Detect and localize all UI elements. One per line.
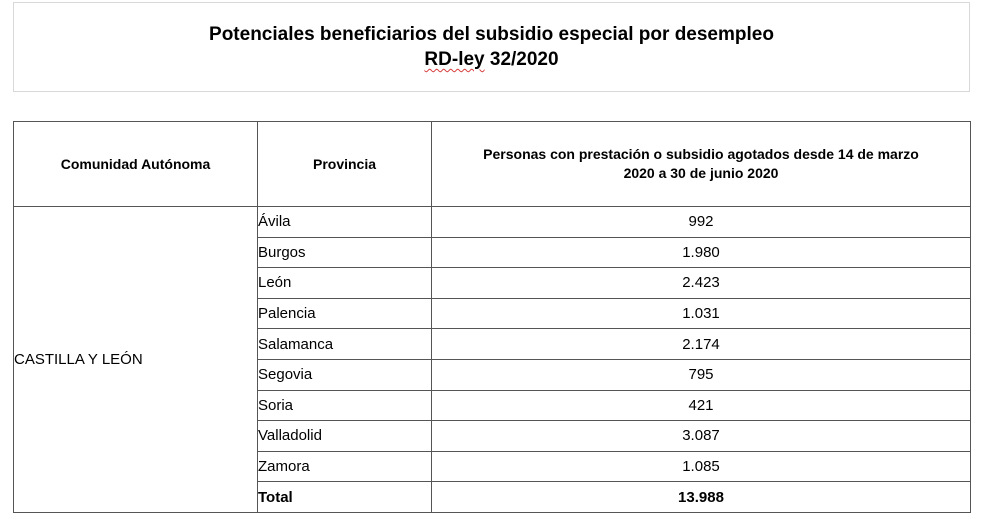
title-law-abbrev: RD-ley bbox=[424, 49, 485, 70]
province-cell: Zamora bbox=[257, 450, 432, 483]
table-row: Salamanca 2.174 bbox=[14, 328, 971, 360]
header-province: Provincia bbox=[257, 121, 432, 207]
total-value: 13.988 bbox=[431, 481, 971, 513]
value-cell: 2.423 bbox=[431, 267, 971, 299]
province-cell: Salamanca bbox=[257, 328, 432, 360]
province-cell: Segovia bbox=[257, 358, 432, 391]
table-row: Valladolid 3.087 bbox=[14, 420, 971, 452]
province-cell: Palencia bbox=[257, 297, 432, 330]
total-row: Total 13.988 bbox=[14, 481, 971, 513]
value-cell: 421 bbox=[431, 389, 971, 422]
title-subtitle: RD-ley 32/2020 bbox=[14, 48, 969, 71]
table-row: CASTILLA Y LEÓN Ávila 992 bbox=[13, 206, 971, 513]
table-row: Zamora 1.085 bbox=[14, 450, 971, 483]
province-cell: Soria bbox=[257, 389, 432, 422]
title-law-number: 32/2020 bbox=[484, 49, 559, 70]
table-row: Segovia 795 bbox=[14, 358, 971, 391]
province-cell: Valladolid bbox=[257, 420, 432, 452]
value-cell: 1.031 bbox=[431, 297, 971, 330]
beneficiaries-table: Comunidad Autónoma Provincia Personas co… bbox=[13, 121, 971, 513]
header-persons-line2: 2020 a 30 de junio 2020 bbox=[623, 165, 779, 181]
value-cell: 2.174 bbox=[431, 328, 971, 360]
value-cell: 795 bbox=[431, 358, 971, 391]
value-cell: 992 bbox=[431, 206, 971, 238]
community-cell: CASTILLA Y LEÓN bbox=[13, 206, 258, 513]
header-persons: Personas con prestación o subsidio agota… bbox=[431, 121, 971, 207]
table-row: Palencia 1.031 bbox=[14, 297, 971, 330]
header-community: Comunidad Autónoma bbox=[13, 121, 258, 207]
table-row: Soria 421 bbox=[14, 389, 971, 422]
province-cell: Ávila bbox=[257, 206, 432, 238]
province-cell: Burgos bbox=[257, 236, 432, 269]
value-cell: 3.087 bbox=[431, 420, 971, 452]
header-persons-line1: Personas con prestación o subsidio agota… bbox=[483, 146, 919, 162]
table-header-row: Comunidad Autónoma Provincia Personas co… bbox=[13, 121, 971, 207]
value-cell: 1.980 bbox=[431, 236, 971, 269]
title-box: Potenciales beneficiarios del subsidio e… bbox=[13, 2, 970, 92]
value-cell: 1.085 bbox=[431, 450, 971, 483]
title-main: Potenciales beneficiarios del subsidio e… bbox=[209, 24, 774, 45]
table-row: León 2.423 bbox=[14, 267, 971, 299]
table-row: Burgos 1.980 bbox=[14, 236, 971, 269]
total-label: Total bbox=[257, 481, 432, 513]
province-cell: León bbox=[257, 267, 432, 299]
